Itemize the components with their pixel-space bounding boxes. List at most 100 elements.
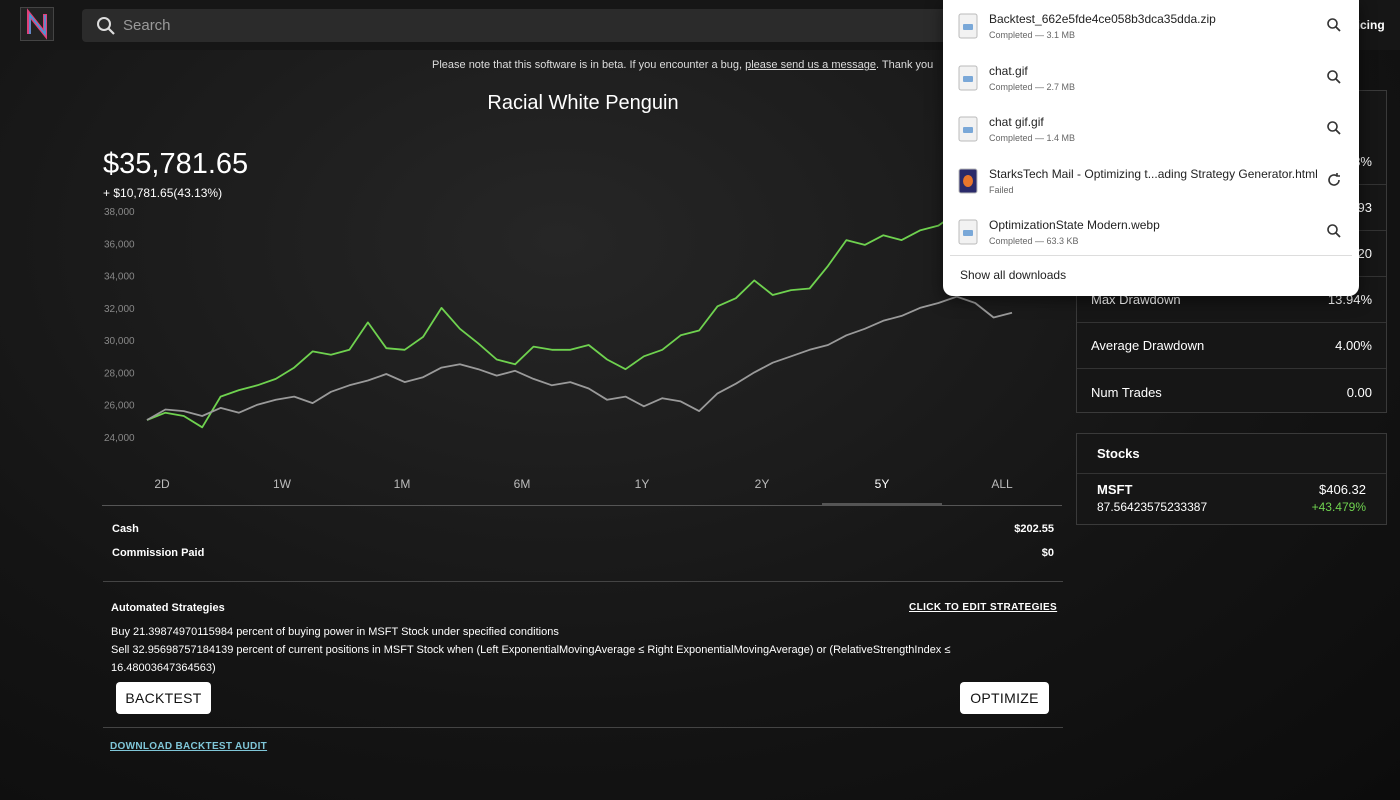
download-status: Failed	[989, 184, 1014, 195]
download-item[interactable]: chat gif.gif Completed — 1.4 MB	[943, 106, 1359, 158]
backtest-button[interactable]: BACKTEST	[116, 682, 211, 714]
y-tick-label: 28,000	[104, 368, 135, 379]
stat-label: Average Drawdown	[1091, 338, 1205, 353]
summary-label: Cash	[112, 523, 139, 535]
portfolio-change: + $10,781.65(43.13%)	[103, 186, 223, 200]
download-name: StarksTech Mail - Optimizing t...ading S…	[989, 166, 1318, 181]
file-badge	[963, 24, 973, 30]
edit-strategies-link[interactable]: CLICK TO EDIT STRATEGIES	[909, 602, 1058, 613]
chart: 24,000 26,000 28,000 30,000 32,000 34,000 36,0…	[104, 207, 1013, 444]
strategy-line: Sell 32.95698757184139 percent of curren…	[111, 644, 951, 656]
lens-handle	[1335, 129, 1341, 135]
lens-handle	[1335, 232, 1341, 238]
retry-icon[interactable]	[1326, 172, 1342, 188]
summary: Cash $202.55 Commission Paid $0	[103, 523, 1063, 571]
stat-row: Average Drawdown 4.00%	[1077, 323, 1386, 369]
download-status: Completed — 1.4 MB	[989, 133, 1076, 143]
divider	[103, 727, 1063, 728]
lens	[1327, 224, 1338, 235]
logo[interactable]	[20, 7, 54, 41]
optimize-button[interactable]: OPTIMIZE	[960, 682, 1049, 714]
stat-value: 0.00	[1346, 384, 1372, 400]
lens	[1327, 69, 1338, 81]
y-tick-label: 24,000	[104, 433, 135, 444]
portfolio-value: $35,781.65	[103, 148, 249, 180]
file-icon	[958, 116, 978, 142]
download-status: Completed — 63.3 KB	[989, 236, 1079, 246]
divider	[950, 255, 1352, 256]
file-icon	[958, 219, 978, 245]
stat-row: Num Trades 0.00	[1077, 369, 1386, 415]
period-tab[interactable]: 5Y	[822, 470, 942, 505]
lens	[1327, 121, 1338, 132]
show-in-folder-icon[interactable]	[1326, 17, 1342, 33]
search-box[interactable]: Search	[82, 9, 982, 42]
search-placeholder: Search	[123, 17, 171, 34]
show-in-folder-icon[interactable]	[1326, 223, 1342, 239]
summary-row: Cash $202.55	[112, 523, 1054, 547]
show-in-folder-icon[interactable]	[1326, 69, 1342, 85]
show-all-downloads[interactable]: Show all downloads	[960, 268, 1067, 282]
summary-row: Commission Paid $0	[112, 547, 1054, 571]
download-status: Completed — 2.7 MB	[989, 81, 1076, 92]
download-name: chat.gif	[989, 63, 1028, 78]
notice-text: Please note that this software is in bet…	[432, 59, 743, 71]
lens	[1327, 18, 1338, 29]
download-status: Completed — 3.1 MB	[989, 30, 1076, 40]
file-icon	[958, 65, 978, 90]
show-in-folder-icon[interactable]	[1326, 120, 1342, 136]
y-tick-label: 32,000	[104, 304, 135, 315]
stocks-panel: Stocks MSFT 87.56423575233387 $406.32 +4…	[1076, 433, 1387, 525]
file-icon	[958, 168, 978, 193]
stock-shares: 87.56423575233387	[1097, 500, 1208, 514]
download-item[interactable]: StarksTech Mail - Optimizing t...ading S…	[943, 158, 1359, 210]
downloads-popup: Show all downloads Backtest_662e5fde4ce0…	[943, 0, 1359, 296]
stat-value: 93	[1357, 200, 1372, 215]
retry-arrow	[1328, 172, 1340, 186]
y-tick-label: 34,000	[104, 272, 135, 283]
period-tab[interactable]: 2Y	[754, 477, 770, 491]
notice-tail: . Thank you	[875, 59, 934, 71]
period-tabs: 2D 1W 1M 6M 1Y 2Y 5Y ALL	[102, 470, 1062, 506]
divider	[103, 581, 1063, 582]
audit-link[interactable]: DOWNLOAD BACKTEST AUDIT	[110, 741, 268, 752]
stat-label: Num Trades	[1091, 384, 1162, 400]
y-tick-label: 36,000	[104, 239, 135, 250]
download-item[interactable]: Backtest_662e5fde4ce058b3dca35dda.zip Com…	[943, 3, 1359, 55]
beta-notice: Please note that this software is in bet…	[432, 59, 933, 71]
period-tab[interactable]: 1Y	[634, 477, 650, 491]
file-badge	[963, 230, 973, 236]
lens-handle	[1335, 26, 1341, 32]
file-badge	[963, 127, 973, 133]
y-tick-label: 30,000	[104, 336, 135, 347]
file-badge	[963, 75, 973, 82]
stat-value: 20	[1357, 246, 1372, 261]
period-tab[interactable]: 1M	[393, 477, 411, 491]
period-tab[interactable]: 2D	[154, 477, 170, 491]
period-tab[interactable]: 6M	[513, 477, 531, 491]
y-tick-label: 38,000	[104, 207, 135, 218]
strategy-line: Buy 21.39874970115984 percent of buying …	[111, 626, 559, 638]
strategy-lines: Buy 21.39874970115984 percent of buying …	[111, 623, 1061, 677]
lens-handle	[1335, 77, 1341, 84]
summary-label: Commission Paid	[112, 547, 205, 559]
stock-price: $406.32	[1319, 482, 1366, 497]
summary-value: $0	[1041, 547, 1054, 559]
period-tab[interactable]: ALL	[991, 477, 1013, 491]
notice-link[interactable]: please send us a message	[745, 59, 876, 71]
stat-value: 4.00%	[1335, 338, 1372, 353]
download-item[interactable]: OptimizationState Modern.webp Completed —…	[943, 209, 1359, 261]
y-tick-label: 26,000	[104, 401, 135, 412]
period-tab[interactable]: 1W	[273, 477, 291, 491]
file-badge	[963, 174, 973, 187]
portfolio-title: Racial White Penguin	[487, 92, 679, 114]
stock-symbol[interactable]: MSFT	[1097, 482, 1133, 497]
strategy-line: 16.48003647364563)	[111, 662, 216, 674]
download-item[interactable]: chat.gif Completed — 2.7 MB	[943, 55, 1359, 107]
stocks-title: Stocks	[1077, 434, 1386, 474]
series-line	[146, 295, 1013, 421]
summary-value: $202.55	[1014, 523, 1054, 535]
nav-link[interactable]: ricing	[1352, 18, 1385, 32]
stock-change: +43.479%	[1311, 500, 1366, 514]
